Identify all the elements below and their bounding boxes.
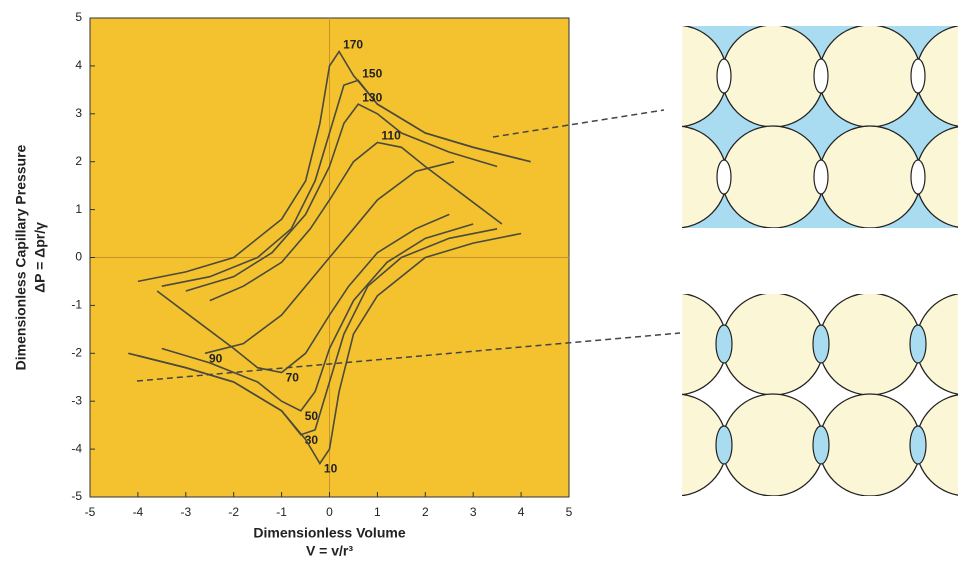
curve-label: 30	[305, 433, 319, 447]
y-axis-title: ΔP = Δpr/γ	[32, 222, 48, 293]
curve	[185, 103, 498, 292]
curve	[156, 213, 450, 374]
y-tick-label: 0	[75, 250, 82, 264]
x-tick-label: -5	[85, 505, 96, 519]
y-tick-label: 2	[75, 154, 82, 168]
y-tick-label: -2	[71, 345, 82, 359]
curve-label: 170	[343, 38, 363, 52]
curve-label: 130	[362, 90, 382, 104]
x-tick-label: 3	[470, 505, 477, 519]
x-tick-label: 4	[518, 505, 525, 519]
curve-label: 90	[209, 351, 223, 365]
packing-diagram-top	[682, 26, 958, 228]
y-tick-label: -3	[71, 393, 82, 407]
curve	[209, 141, 503, 302]
y-tick-label: -4	[71, 441, 82, 455]
x-tick-label: -2	[228, 505, 239, 519]
chart: -5 -4 -3 -2 -1 0 1 2 3 4 5 -5 -4 -3 -2 -1 0 1 2 3 4 5 Dimensio…	[13, 10, 573, 559]
leader-line	[136, 332, 681, 382]
x-tick-label: 1	[374, 505, 381, 519]
x-axis-title: V = v/r³	[306, 543, 353, 559]
curve-label: 10	[324, 462, 338, 476]
x-tick-label: 5	[566, 505, 573, 519]
x-tick-label: -3	[180, 505, 191, 519]
x-axis-title: Dimensionless Volume	[253, 525, 405, 541]
y-tick-label: 5	[75, 10, 82, 24]
y-tick-label: 1	[75, 202, 82, 216]
y-tick-label: -1	[71, 298, 82, 312]
y-tick-label: 3	[75, 106, 82, 120]
liquid-bridges	[715, 324, 927, 465]
spheres	[682, 26, 958, 228]
lenses	[716, 58, 926, 195]
y-tick-label: 4	[75, 58, 82, 72]
y-axis-title: Dimensionless Capillary Pressure	[13, 144, 29, 370]
curve	[161, 223, 474, 412]
curve-label: 70	[286, 371, 300, 385]
y-tick-label: -5	[71, 489, 82, 503]
curve-label: 50	[305, 409, 319, 423]
x-tick-label: -1	[276, 505, 287, 519]
curve-label: 110	[381, 129, 401, 143]
curve	[204, 160, 455, 355]
packing-diagram-bottom	[682, 294, 958, 496]
curve-label: 150	[362, 66, 382, 80]
x-tick-label: 0	[326, 505, 333, 519]
leader-line	[492, 109, 665, 138]
x-tick-label: 2	[422, 505, 429, 519]
curve	[128, 232, 522, 465]
x-tick-label: -4	[133, 505, 144, 519]
curve	[161, 79, 522, 287]
